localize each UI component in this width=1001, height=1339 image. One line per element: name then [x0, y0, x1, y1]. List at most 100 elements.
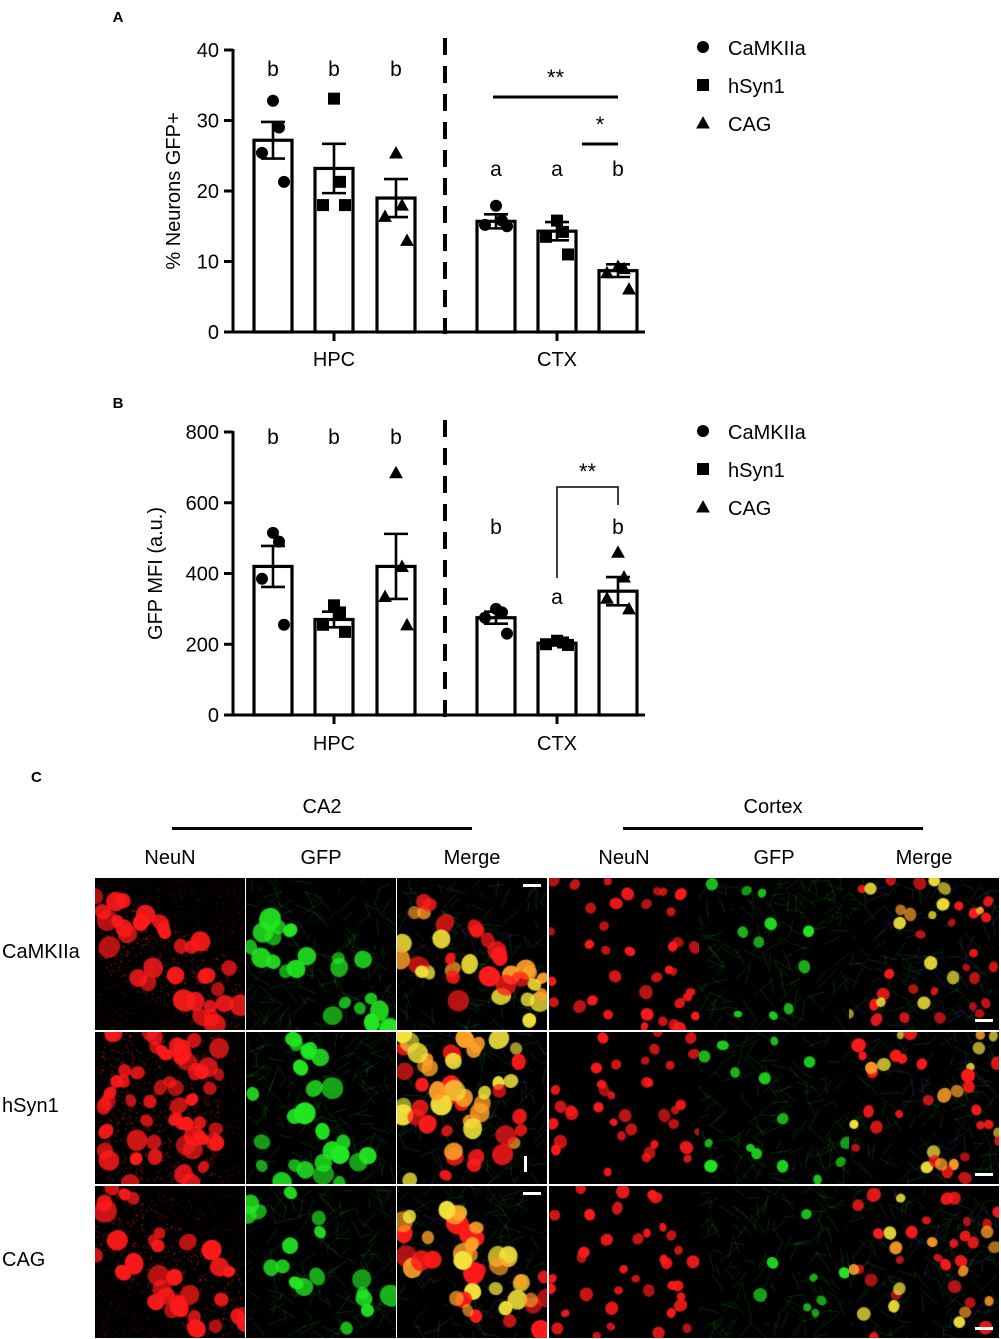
- data-point: [389, 146, 403, 159]
- column-label: NeuN: [144, 847, 196, 869]
- data-point: [334, 606, 346, 619]
- y-tick-label: 40: [197, 40, 219, 62]
- micrograph-image: [849, 1032, 999, 1184]
- micrograph-image: [246, 1032, 396, 1184]
- legend-marker: [697, 463, 709, 475]
- bar: [475, 219, 517, 334]
- legend-label: CAG: [728, 114, 771, 136]
- group-label: HPC: [313, 349, 355, 371]
- scale-bar: [523, 1192, 541, 1195]
- data-point: [540, 230, 552, 243]
- row-label: CaMKIIa: [2, 941, 80, 963]
- scale-bar: [523, 884, 541, 887]
- bar: [536, 641, 578, 717]
- legend-marker: [696, 500, 710, 513]
- legend-label: CaMKIIa: [728, 38, 807, 60]
- micrograph-image: [95, 878, 245, 1030]
- panel-label: B: [113, 395, 124, 412]
- micrograph-ca2-gfp-row3: [246, 1186, 396, 1338]
- significance-bracket: [556, 486, 619, 578]
- row-label: hSyn1: [2, 1095, 59, 1117]
- micrograph-cortex-merge-row3: [849, 1186, 999, 1338]
- y-tick-label: 20: [197, 181, 219, 203]
- micrograph-cortex-neun-row3: [549, 1186, 699, 1338]
- panel-label: C: [31, 769, 42, 786]
- data-point: [479, 218, 491, 231]
- bar: [536, 229, 578, 334]
- data-point: [267, 526, 279, 539]
- significance-stars: **: [579, 459, 597, 484]
- data-point: [395, 559, 409, 572]
- region-header: CA2: [302, 796, 342, 818]
- data-point: [317, 618, 329, 631]
- y-axis-label: % Neurons GFP+: [163, 112, 185, 269]
- data-point: [501, 220, 513, 233]
- y-tick-label: 800: [186, 422, 219, 444]
- legend-marker: [697, 41, 709, 53]
- y-axis-label: GFP MFI (a.u.): [145, 507, 167, 640]
- column-label: GFP: [753, 847, 795, 869]
- legend-label: hSyn1: [728, 76, 785, 98]
- y-tick-label: 400: [186, 564, 219, 586]
- micrograph-image: [246, 1186, 396, 1338]
- data-point: [540, 638, 552, 651]
- legend-label: CaMKIIa: [728, 422, 807, 444]
- data-point: [256, 572, 268, 585]
- legend-marker: [697, 79, 709, 91]
- column-label: NeuN: [598, 847, 650, 869]
- region-underline: [623, 827, 923, 830]
- data-point: [267, 94, 279, 107]
- bar: [597, 269, 639, 334]
- data-point: [501, 627, 513, 640]
- micrograph-ca2-merge-row1: [397, 878, 547, 1030]
- region-header: Cortex: [743, 796, 803, 818]
- micrograph-cortex-merge-row2: [849, 1032, 999, 1184]
- scale-bar: [975, 1327, 993, 1330]
- data-point: [378, 209, 392, 222]
- micrograph-ca2-gfp-row1: [246, 878, 396, 1030]
- micrograph-cortex-neun-row2: [549, 1032, 699, 1184]
- y-tick-label: 30: [197, 111, 219, 133]
- micrograph-image: [699, 878, 849, 1030]
- data-point: [339, 199, 351, 212]
- data-point: [562, 638, 574, 651]
- data-point: [378, 589, 392, 603]
- scale-bar: [524, 1156, 527, 1172]
- micrograph-cortex-neun-row1: [549, 878, 699, 1030]
- significance-letter: b: [612, 516, 624, 539]
- data-point: [600, 591, 614, 604]
- scale-bar: [975, 1019, 993, 1022]
- micrograph-image: [849, 878, 999, 1030]
- data-point: [334, 175, 346, 188]
- significance-letter: b: [328, 58, 340, 81]
- row-label: CAG: [2, 1249, 46, 1271]
- micrograph-ca2-merge-row2: [397, 1032, 547, 1184]
- column-label: Merge: [443, 847, 501, 869]
- significance-letter: a: [490, 158, 502, 181]
- data-point: [273, 121, 285, 134]
- region-underline: [172, 827, 472, 830]
- column-label: Merge: [895, 847, 953, 869]
- y-tick-label: 10: [197, 252, 219, 274]
- data-point: [562, 248, 574, 261]
- micrograph-image: [699, 1032, 849, 1184]
- significance-letter: b: [390, 426, 402, 449]
- data-point: [317, 199, 329, 212]
- data-point: [339, 625, 351, 638]
- y-tick-label: 600: [186, 493, 219, 515]
- micrograph-cortex-merge-row1: [849, 878, 999, 1030]
- group-label: HPC: [313, 733, 355, 755]
- significance-letter: a: [551, 158, 563, 181]
- data-point: [395, 198, 409, 211]
- micrograph-cortex-gfp-row2: [699, 1032, 849, 1184]
- significance-letter: b: [267, 426, 279, 449]
- data-point: [551, 214, 563, 227]
- panel-label: A: [113, 9, 124, 26]
- micrograph-ca2-neun-row1: [95, 878, 245, 1030]
- significance-letter: b: [390, 58, 402, 81]
- micrograph-ca2-neun-row3: [95, 1186, 245, 1338]
- y-tick-label: 0: [208, 705, 219, 727]
- data-point: [278, 618, 290, 631]
- significance-letter: b: [490, 516, 502, 539]
